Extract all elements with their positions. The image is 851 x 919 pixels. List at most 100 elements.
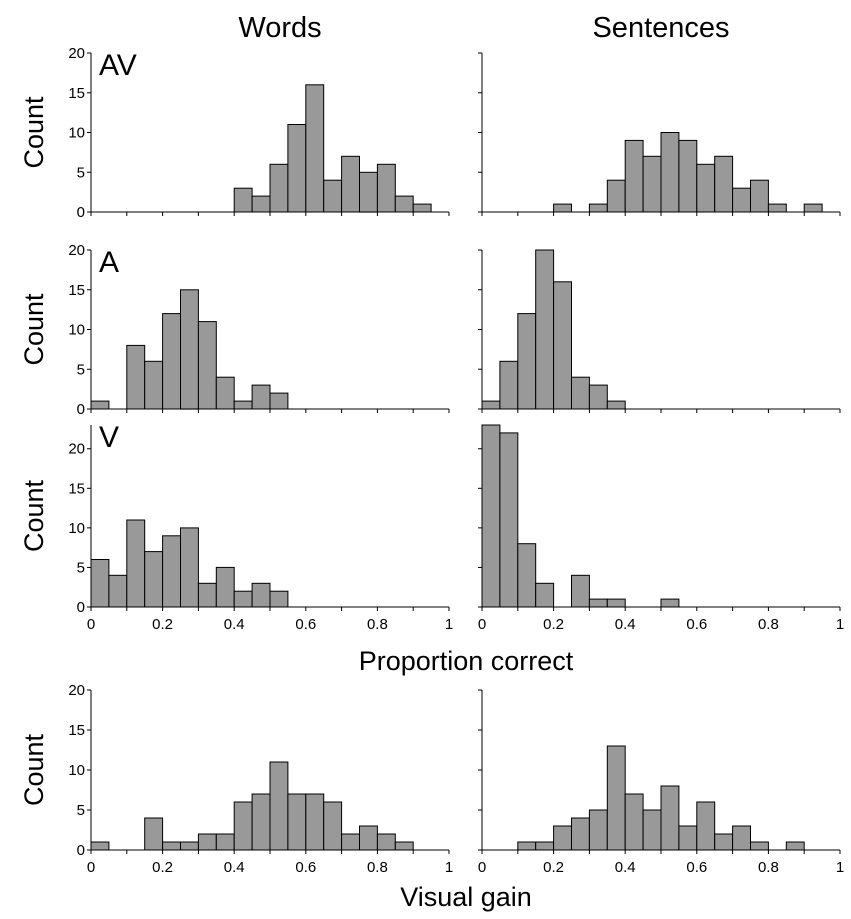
bar [162, 313, 182, 410]
y-tick-label: 15 [68, 722, 85, 739]
bar [571, 817, 590, 851]
bar [588, 598, 608, 608]
x-tick-label: 1 [445, 859, 453, 876]
bar [233, 590, 253, 608]
panel-a-sentences [478, 249, 841, 413]
y-tick-label: 20 [68, 682, 85, 699]
bar [269, 163, 289, 213]
bar [305, 84, 325, 213]
x-tick-label: 0.2 [152, 859, 173, 876]
bar [233, 187, 253, 213]
bar [571, 376, 590, 410]
bar [499, 432, 519, 608]
bar [481, 400, 501, 410]
column-title-sentences: Sentences [592, 12, 729, 44]
y-axis-label: Count [19, 96, 49, 169]
bar [180, 527, 199, 608]
bar [394, 841, 414, 851]
bar [269, 590, 289, 608]
x-tick-label: 1 [836, 859, 844, 876]
bar [180, 841, 199, 851]
y-axis-label: Count [19, 733, 49, 806]
bar [750, 841, 769, 851]
x-tick-label: 0.8 [367, 616, 388, 633]
bar [251, 384, 271, 410]
x-axis-label-proportion: Proportion correct [359, 646, 574, 676]
x-tick-label: 0.6 [295, 859, 316, 876]
bar [215, 376, 235, 410]
bar [341, 155, 361, 213]
bar [588, 809, 608, 851]
x-tick-label: 0.6 [686, 616, 707, 633]
panel-label: V [99, 421, 119, 454]
bar [696, 163, 716, 213]
x-axis-label-gain: Visual gain [400, 882, 532, 912]
y-tick-label: 0 [77, 204, 85, 221]
x-tick-label: 0.8 [758, 859, 779, 876]
x-tick-label: 1 [836, 616, 844, 633]
bar [287, 124, 307, 213]
y-tick-label: 10 [68, 520, 85, 537]
bar [305, 793, 325, 851]
bar [714, 155, 734, 213]
panel-av-words: 0 5 10 15 20 Count AV [19, 45, 450, 221]
y-axis-label: Count [19, 479, 49, 552]
bar [803, 203, 823, 213]
bar [233, 801, 253, 851]
x-tick-label: 0.2 [543, 859, 564, 876]
bar [394, 195, 414, 213]
y-tick-label: 15 [68, 282, 85, 299]
bar [287, 793, 307, 851]
x-tick-label: 0.4 [615, 616, 636, 633]
y-tick-label: 15 [68, 85, 85, 102]
bar [517, 543, 537, 608]
x-tick-label: 0.4 [615, 859, 636, 876]
bar [624, 793, 644, 851]
bar [606, 179, 626, 213]
bar [642, 155, 662, 213]
y-tick-label: 0 [77, 401, 85, 418]
bar [624, 139, 644, 213]
bar [588, 203, 608, 213]
bar [359, 825, 378, 851]
y-tick-label: 15 [68, 480, 85, 497]
bar [553, 203, 572, 213]
y-tick-label: 10 [68, 125, 85, 142]
panel-v-sentences: 0 0.2 0.4 0.6 0.8 1 [478, 424, 844, 633]
x-tick-label: 0.2 [543, 616, 564, 633]
bar [251, 195, 271, 213]
bar [785, 841, 805, 851]
y-tick-label: 10 [68, 762, 85, 779]
bar [269, 761, 289, 851]
bar [215, 566, 235, 608]
bar [323, 179, 343, 213]
bar [535, 249, 555, 410]
y-axis-label: Count [19, 293, 49, 366]
bar [571, 574, 590, 608]
x-tick-label: 0 [478, 616, 486, 633]
bar [90, 559, 110, 608]
bar [412, 203, 432, 213]
bar [660, 598, 680, 608]
bar [144, 551, 164, 608]
bar [323, 801, 343, 851]
y-tick-label: 10 [68, 322, 85, 339]
bar [162, 841, 182, 851]
bar [481, 424, 501, 608]
bar [197, 321, 217, 410]
bar [499, 360, 519, 410]
panel-gain-words: 0 5 10 15 20 0 0.2 0.4 0.6 0.8 1 Count [19, 682, 453, 876]
panel-v-words: 0 5 10 15 20 0 0.2 0.4 0.6 0.8 1 Count V [19, 421, 453, 633]
bar [517, 841, 537, 851]
bar [197, 833, 217, 851]
bar [144, 817, 164, 851]
column-title-words: Words [238, 12, 321, 44]
bar [517, 313, 537, 410]
panel-gain-sentences: 0 0.2 0.4 0.6 0.8 1 [478, 689, 844, 876]
panel-label: AV [99, 49, 137, 82]
y-tick-label: 20 [68, 45, 85, 62]
y-tick-label: 20 [68, 441, 85, 458]
bar [108, 574, 128, 608]
x-tick-label: 0.2 [152, 616, 173, 633]
bar [732, 825, 751, 851]
